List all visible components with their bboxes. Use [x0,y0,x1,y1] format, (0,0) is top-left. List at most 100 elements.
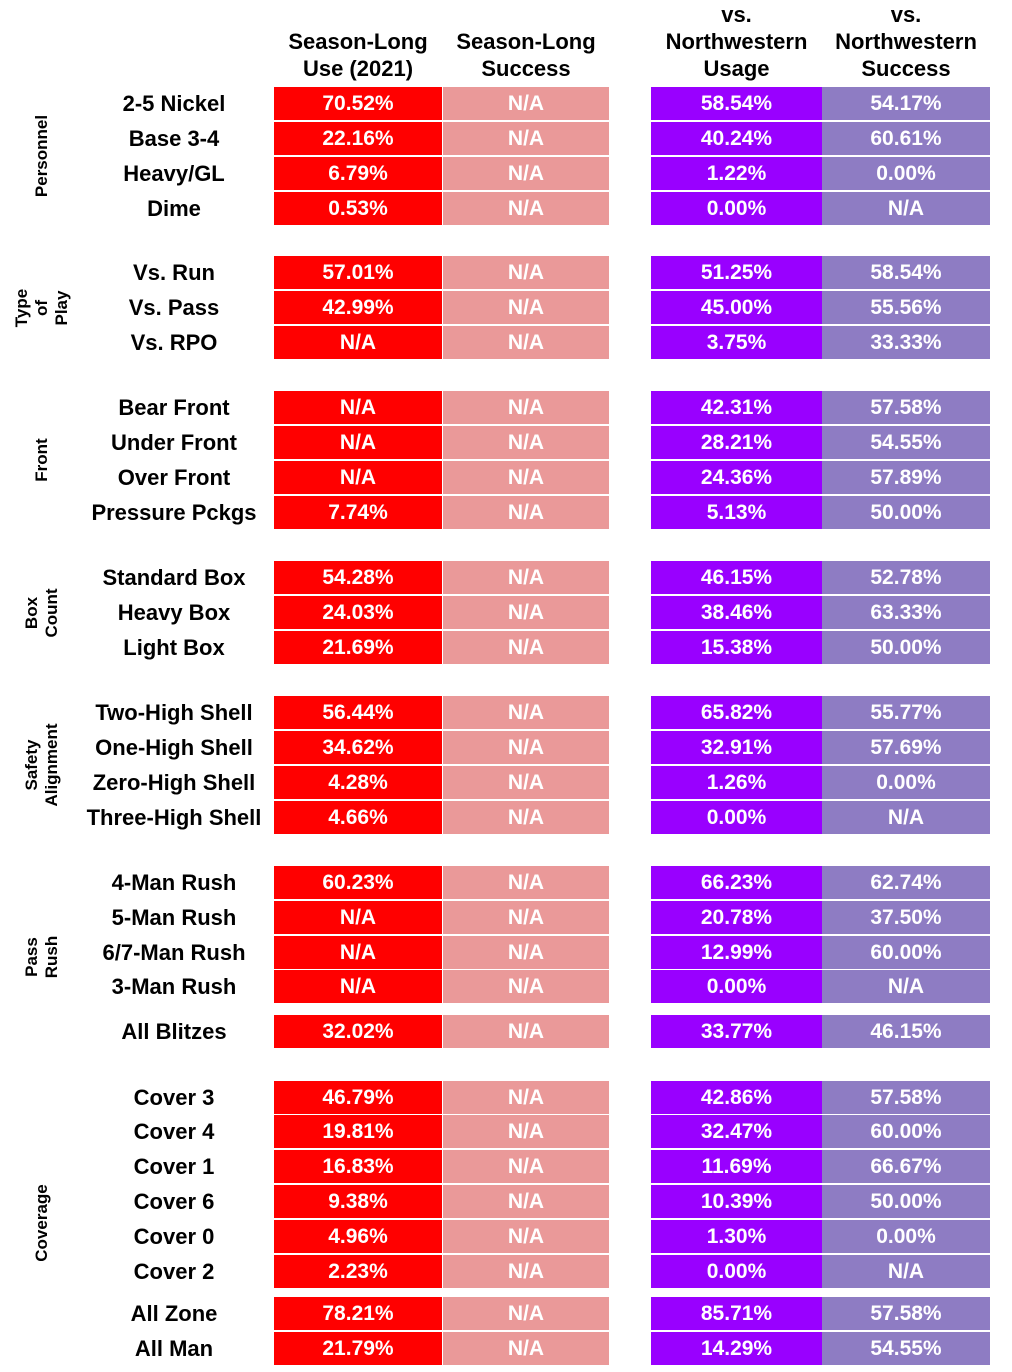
cell-season-success: N/A [443,1255,609,1288]
group-1: Type of Play [0,256,84,359]
group-label: Box Count [22,587,61,638]
cell-nw-usage: 1.22% [651,157,822,190]
cell-season-use: 32.02% [274,1015,442,1048]
cell-nw-success: 62.74% [822,866,990,899]
row-label: Cover 4 [133,1119,215,1144]
cell-nw-success: 0.00% [822,1220,990,1253]
cell-season-success: N/A [443,122,609,155]
cell-nw-usage: 14.29% [651,1332,822,1365]
cell-nw-success: 66.67% [822,1150,990,1183]
cell-season-success: N/A [443,496,609,529]
cell-nw-success: N/A [822,970,990,1003]
cell-nw-success: 60.00% [822,936,990,969]
cell-nw-success: 54.55% [822,1332,990,1365]
cell-season-success: N/A [443,561,609,594]
row-label: One-High Shell [95,735,253,760]
row-label: Zero-High Shell [92,770,256,795]
cell-season-success: N/A [443,426,609,459]
cell-season-success: N/A [443,696,609,729]
cell-season-use: 9.38% [274,1185,442,1218]
row-label: Vs. Pass [128,295,220,320]
cell-season-use: 78.21% [274,1297,442,1330]
cell-season-success: N/A [443,1220,609,1253]
group-5: Pass Rush [0,866,84,1048]
cell-season-success: N/A [443,1015,609,1048]
cell-nw-success: 57.58% [822,1297,990,1330]
cell-season-use: 6.79% [274,157,442,190]
column-header-season-use: Season-Long Use (2021) [288,29,428,81]
cell-season-success: N/A [443,970,609,1003]
cell-season-success: N/A [443,936,609,969]
cell-nw-success: 50.00% [822,1185,990,1218]
cell-season-use: 19.81% [274,1115,442,1148]
cell-season-use: 54.28% [274,561,442,594]
cell-nw-success: 57.69% [822,731,990,764]
row-label: Bear Front [118,395,230,420]
row-label: 4-Man Rush [111,870,237,895]
cell-nw-usage: 24.36% [651,461,822,494]
cell-season-success: N/A [443,766,609,799]
cell-nw-success: 60.61% [822,122,990,155]
group-label: Coverage [32,1184,51,1262]
cell-nw-usage: 45.00% [651,291,822,324]
cell-nw-success: 55.56% [822,291,990,324]
cell-season-use: 56.44% [274,696,442,729]
cell-nw-usage: 32.47% [651,1115,822,1148]
cell-season-use: 21.69% [274,631,442,664]
group-0: Personnel [0,87,84,225]
cell-nw-usage: 5.13% [651,496,822,529]
column-header-season-success: Season-Long Success [456,29,596,81]
row-label: Cover 6 [133,1189,215,1214]
cell-nw-success: 63.33% [822,596,990,629]
cell-season-use: N/A [274,970,442,1003]
cell-season-success: N/A [443,157,609,190]
cell-season-use: 22.16% [274,122,442,155]
cell-nw-usage: 66.23% [651,866,822,899]
row-label: Cover 0 [133,1224,215,1249]
cell-nw-success: 57.58% [822,391,990,424]
cell-season-use: 21.79% [274,1332,442,1365]
cell-season-use: 4.66% [274,801,442,834]
cell-season-success: N/A [443,731,609,764]
row-label: Light Box [123,635,225,660]
cell-season-use: 2.23% [274,1255,442,1288]
cell-nw-usage: 42.86% [651,1081,822,1114]
cell-nw-usage: 33.77% [651,1015,822,1048]
cell-nw-success: 57.89% [822,461,990,494]
cell-season-use: 0.53% [274,192,442,225]
cell-season-use: N/A [274,936,442,969]
cell-nw-usage: 42.31% [651,391,822,424]
cell-season-success: N/A [443,631,609,664]
cell-season-success: N/A [443,801,609,834]
row-label: Vs. Run [133,260,215,285]
cell-nw-usage: 3.75% [651,326,822,359]
row-label: All Zone [130,1301,218,1326]
cell-nw-usage: 85.71% [651,1297,822,1330]
cell-nw-success: 50.00% [822,496,990,529]
cell-season-use: 4.28% [274,766,442,799]
cell-nw-usage: 46.15% [651,561,822,594]
row-label: Vs. RPO [130,330,218,355]
cell-season-success: N/A [443,901,609,934]
row-label: Over Front [117,465,231,490]
cell-season-use: 57.01% [274,256,442,289]
cell-nw-success: 33.33% [822,326,990,359]
cell-nw-usage: 0.00% [651,801,822,834]
cell-season-success: N/A [443,1081,609,1114]
row-label: Cover 2 [133,1259,215,1284]
cell-nw-usage: 11.69% [651,1150,822,1183]
cell-season-success: N/A [443,1185,609,1218]
cell-nw-usage: 1.26% [651,766,822,799]
row-label: Cover 3 [133,1085,215,1110]
group-label: Type of Play [12,288,71,327]
cell-nw-success: 0.00% [822,766,990,799]
cell-nw-usage: 40.24% [651,122,822,155]
cell-season-use: N/A [274,391,442,424]
row-label: All Blitzes [121,1019,227,1044]
cell-nw-usage: 58.54% [651,87,822,120]
cell-season-use: 16.83% [274,1150,442,1183]
cell-nw-success: N/A [822,801,990,834]
row-label: Cover 1 [133,1154,215,1179]
column-header-nw-success: vs. Northwestern Success [835,2,977,81]
